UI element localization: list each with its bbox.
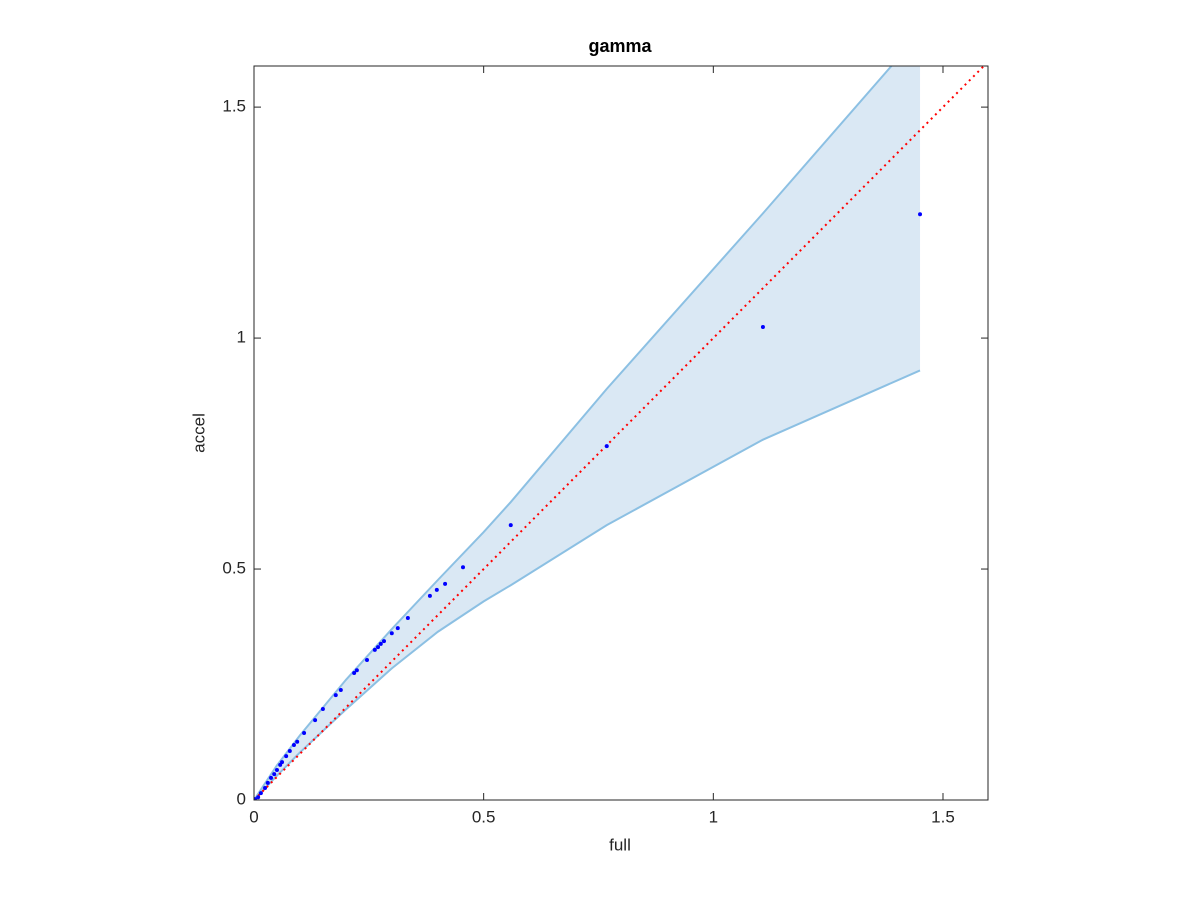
point	[372, 647, 377, 652]
chart-title: gamma	[588, 36, 652, 56]
point	[278, 762, 283, 767]
point	[354, 668, 359, 673]
point	[265, 780, 270, 785]
point	[443, 581, 448, 586]
point	[508, 523, 513, 528]
x-tick-label: 0	[249, 807, 258, 826]
point	[287, 749, 292, 754]
point	[256, 795, 261, 800]
y-tick-label: 0.5	[222, 559, 246, 578]
point	[274, 767, 279, 772]
x-tick-label: 0.5	[472, 807, 496, 826]
point	[381, 639, 386, 644]
point	[760, 324, 765, 329]
point	[395, 626, 400, 631]
point	[272, 772, 277, 777]
point	[378, 641, 383, 646]
y-tick-label: 1.5	[222, 97, 246, 116]
point	[427, 593, 432, 598]
point	[352, 670, 357, 675]
point	[376, 645, 381, 650]
point	[364, 658, 369, 663]
point	[263, 785, 268, 790]
point	[295, 739, 300, 744]
y-tick-label: 0	[237, 789, 246, 808]
y-axis-label: accel	[189, 413, 208, 453]
point	[338, 688, 343, 693]
point	[302, 731, 307, 736]
point	[333, 693, 338, 698]
point	[258, 791, 263, 796]
point	[268, 775, 273, 780]
point	[405, 616, 410, 621]
point	[284, 754, 289, 759]
plot-area	[254, 66, 986, 800]
point	[291, 743, 296, 748]
point	[460, 565, 465, 570]
x-axis-label: full	[609, 835, 631, 854]
x-tick-label: 1	[709, 807, 718, 826]
point	[389, 631, 394, 636]
point	[254, 797, 257, 800]
point	[313, 718, 318, 723]
point	[320, 707, 325, 712]
confidence-band	[254, 66, 921, 800]
point	[434, 587, 439, 592]
axes-box	[253, 65, 989, 801]
point	[918, 212, 923, 217]
y-tick-label: 1	[237, 328, 246, 347]
point	[604, 444, 609, 449]
x-tick-label: 1.5	[931, 807, 955, 826]
